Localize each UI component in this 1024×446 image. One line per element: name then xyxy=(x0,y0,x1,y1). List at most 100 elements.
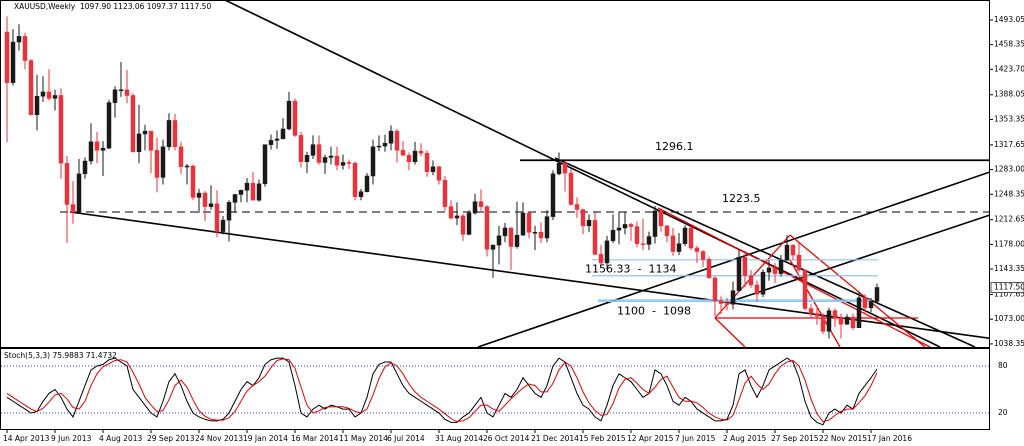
candle-body xyxy=(262,144,268,185)
y-tick-label: 80 xyxy=(998,361,1008,370)
candle-body xyxy=(334,155,340,166)
y-tick-label: 1423.70 xyxy=(994,64,1024,73)
candle-body xyxy=(784,244,790,261)
y-tick-label: 1493.05 xyxy=(994,15,1024,24)
plot-area xyxy=(4,16,989,339)
x-tick-label: 14 Apr 2013 xyxy=(3,434,50,443)
candle-body xyxy=(172,120,178,148)
candle-body xyxy=(682,227,688,244)
candle-body xyxy=(736,256,742,291)
candle-body xyxy=(532,232,538,234)
channel-line xyxy=(657,207,931,347)
y-tick-label: 1107.65 xyxy=(994,290,1024,299)
candle-body xyxy=(700,251,706,260)
trend-line xyxy=(225,1,941,347)
candle-body xyxy=(670,235,676,252)
candle-body xyxy=(706,259,712,279)
candle-body xyxy=(568,172,574,205)
candle-body xyxy=(484,206,490,250)
candle-body xyxy=(448,206,454,219)
candle-body xyxy=(874,287,880,302)
y-tick-label: 1388.05 xyxy=(994,90,1024,99)
y-tick-label: 1248.35 xyxy=(994,189,1024,198)
candle-body xyxy=(130,95,136,153)
y-tick-label: 1353.35 xyxy=(994,114,1024,123)
candle-body xyxy=(856,297,862,329)
candle-body xyxy=(292,100,298,136)
candle-body xyxy=(40,91,46,97)
candle-body xyxy=(520,212,526,236)
candle-body xyxy=(496,235,502,246)
x-tick-label: 22 Nov 2015 xyxy=(819,434,867,443)
trend-line xyxy=(734,214,989,301)
candle-body xyxy=(16,36,22,43)
x-tick-label: 21 Dec 2014 xyxy=(531,434,579,443)
candle-body xyxy=(28,60,34,115)
candle-body xyxy=(190,165,196,198)
candle-body xyxy=(88,141,94,162)
candle-body xyxy=(52,95,58,99)
y-tick-label: 1073.00 xyxy=(994,314,1024,323)
candle-body xyxy=(808,308,814,314)
candle-body xyxy=(820,316,826,332)
x-tick-label: 26 Oct 2014 xyxy=(483,434,530,443)
last-price-box xyxy=(990,282,1024,294)
candle-body xyxy=(196,192,202,198)
candle-body xyxy=(712,277,718,301)
candle-body xyxy=(598,254,604,264)
candle-body xyxy=(838,317,844,325)
candle-body xyxy=(754,284,760,295)
candle-body xyxy=(544,216,550,239)
candle-body xyxy=(124,89,130,96)
candle-body xyxy=(862,297,868,309)
candle-body xyxy=(772,267,778,274)
main-panel-frame xyxy=(0,0,990,348)
channel-line xyxy=(714,317,746,347)
candle-body xyxy=(550,173,556,217)
candle-body xyxy=(370,146,376,177)
x-tick-label: 16 Mar 2014 xyxy=(291,434,339,443)
level-label: 1296.1 xyxy=(655,140,694,153)
candle-body xyxy=(574,204,580,210)
candle-body xyxy=(748,275,754,286)
last-price-label: 1117.50 xyxy=(994,283,1024,292)
candle-body xyxy=(502,227,508,237)
candle-body xyxy=(136,133,142,153)
candle-body xyxy=(64,162,70,205)
x-tick-label: 9 Jun 2013 xyxy=(51,434,92,443)
candle-body xyxy=(418,150,424,154)
candle-body xyxy=(166,120,172,148)
candle-body xyxy=(232,194,238,203)
candle-body xyxy=(724,303,730,305)
candle-body xyxy=(376,145,382,148)
candle-body xyxy=(442,180,448,207)
y-tick-label: 1178.00 xyxy=(994,239,1024,248)
candle-body xyxy=(346,162,352,164)
candle-body xyxy=(730,290,736,305)
candle-body xyxy=(352,162,358,197)
candle-body xyxy=(280,128,286,140)
candle-body xyxy=(340,162,346,166)
y-tick-label: 1458.35 xyxy=(994,40,1024,49)
candle-body xyxy=(478,201,484,207)
candle-body xyxy=(34,95,40,115)
candle-body xyxy=(802,269,808,309)
candle-body xyxy=(142,130,148,135)
candle-body xyxy=(160,146,166,178)
candle-body xyxy=(622,224,628,229)
candle-body xyxy=(94,141,100,151)
candle-body xyxy=(844,316,850,325)
candle-body xyxy=(46,91,52,99)
candle-body xyxy=(256,183,262,201)
candle-body xyxy=(850,316,856,329)
candle-body xyxy=(586,219,592,227)
candle-body xyxy=(436,166,442,181)
candle-body xyxy=(118,89,124,92)
channel-line xyxy=(789,234,926,347)
candle-body xyxy=(322,157,328,163)
candle-body xyxy=(658,210,664,227)
indicator-title: Stoch(5,3,3) 75.9883 71.4732 xyxy=(4,351,117,360)
chart-title: XAUUSD,Weekly 1097.90 1123.06 1097.37 11… xyxy=(14,2,211,11)
candle-body xyxy=(310,144,316,156)
